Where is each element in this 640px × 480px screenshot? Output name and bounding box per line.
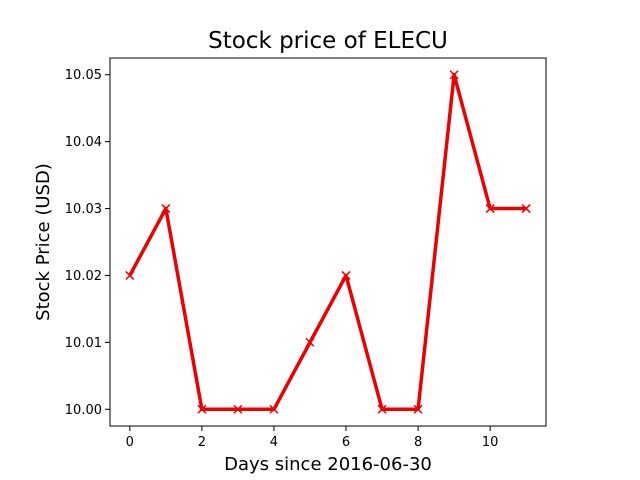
x-tick-label: 4 [270,435,278,450]
data-point-marker [449,70,459,80]
x-tick-label: 6 [342,435,350,450]
data-point-marker [485,204,495,214]
plot-area [109,57,547,427]
data-point-marker [413,404,423,414]
x-tick-label: 10 [482,435,499,450]
y-tick-label: 10.00 [65,403,102,418]
y-tick-label: 10.01 [65,336,102,351]
y-tick-label: 10.02 [65,269,102,284]
data-point-marker [233,404,243,414]
data-point-marker [269,404,279,414]
data-point-marker [197,404,207,414]
data-point-marker [521,204,531,214]
series-layer [125,70,531,414]
series-line [128,72,527,412]
y-axis-label: Stock Price (USD) [33,163,54,321]
x-tick-label: 8 [414,435,422,450]
data-point-marker [341,270,351,280]
x-tick-label: 0 [126,435,134,450]
x-axis-label: Days since 2016-06-30 [224,454,432,475]
x-axis: 0 2 4 6 8 10 [126,426,499,450]
data-point-marker [377,404,387,414]
chart-title: Stock price of ELECU [208,28,448,54]
x-tick-label: 2 [198,435,206,450]
y-tick-label: 10.05 [65,68,102,83]
data-point-marker [305,337,315,347]
data-point-marker [125,270,135,280]
data-point-marker [161,204,171,214]
y-tick-label: 10.03 [65,202,102,217]
y-axis: 10.00 10.01 10.02 10.03 10.04 10.05 [65,68,110,418]
y-tick-label: 10.04 [65,135,102,150]
